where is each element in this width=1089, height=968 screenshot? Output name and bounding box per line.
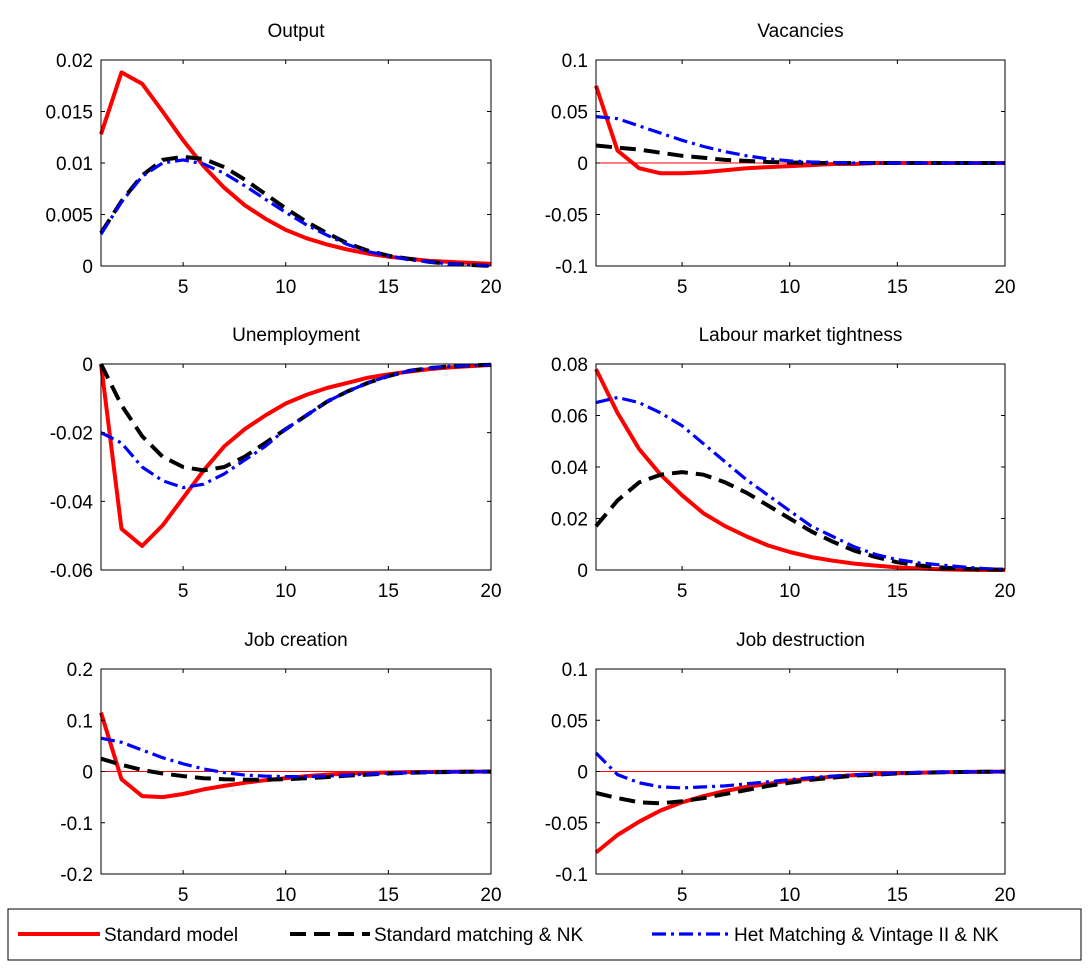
plot-frame — [100, 363, 492, 571]
x-tick-label: 15 — [378, 885, 399, 906]
panel-3: Unemployment 5 10 15 20 -0.06 -0.04 -0.02 0 — [50, 325, 502, 602]
x-tick-label: 20 — [480, 885, 501, 906]
y-tick-label: 0.2 — [67, 660, 93, 681]
panel-title: Job destruction — [736, 630, 865, 651]
x-tick-label: 10 — [779, 581, 800, 602]
series-line-3 — [595, 115, 1005, 165]
y-tick-label: 0.015 — [45, 103, 93, 124]
y-tick-label: 0.08 — [551, 355, 588, 376]
series-line-3 — [594, 751, 1006, 790]
y-tick-label: 0.02 — [551, 510, 588, 531]
y-tick-label: -0.04 — [50, 492, 94, 513]
y-tick-label: 0.1 — [67, 711, 93, 732]
panel-title: Output — [267, 21, 325, 42]
plot-frame — [595, 363, 1006, 571]
y-tick-label: 0 — [577, 154, 588, 175]
series-line-1 — [99, 363, 492, 548]
series-line-2 — [99, 154, 492, 268]
x-tick-label: 15 — [378, 581, 399, 602]
y-tick-label: -0.02 — [50, 424, 93, 445]
series-line-1 — [99, 70, 492, 266]
x-tick-label: 10 — [779, 277, 800, 298]
x-tick-label: 20 — [994, 581, 1015, 602]
x-tick-label: 10 — [275, 277, 296, 298]
y-tick-label: -0.06 — [50, 561, 93, 582]
panel-title: Unemployment — [232, 325, 360, 346]
series-line-3 — [595, 395, 1006, 572]
series-line-3 — [100, 736, 492, 779]
x-tick-label: 20 — [480, 277, 501, 298]
x-tick-label: 5 — [178, 277, 189, 298]
y-tick-label: 0.05 — [551, 103, 588, 124]
series-line-1 — [594, 769, 1006, 855]
x-tick-label: 5 — [178, 885, 189, 906]
y-tick-label: 0.02 — [56, 51, 93, 72]
x-tick-label: 15 — [887, 885, 908, 906]
x-tick-label: 20 — [994, 277, 1015, 298]
y-tick-label: 0 — [82, 763, 93, 784]
x-tick-label: 5 — [677, 277, 688, 298]
y-tick-label: -0.05 — [545, 814, 588, 835]
x-tick-label: 5 — [677, 581, 688, 602]
x-tick-label: 10 — [779, 885, 800, 906]
panel-title: Job creation — [244, 630, 348, 651]
y-tick-label: -0.1 — [60, 814, 93, 835]
legend: Standard model Standard matching & NK Het … — [7, 908, 1082, 961]
x-tick-label: 5 — [178, 581, 189, 602]
y-tick-label: 0.04 — [551, 458, 588, 479]
panel-title: Labour market tightness — [699, 325, 903, 346]
y-tick-label: -0.05 — [545, 206, 588, 227]
x-tick-label: 10 — [275, 885, 296, 906]
y-tick-label: -0.2 — [60, 865, 93, 886]
y-tick-label: 0.01 — [56, 154, 93, 175]
y-tick-label: 0 — [82, 355, 93, 376]
y-tick-label: 0.005 — [45, 206, 93, 227]
series-line-2 — [595, 769, 1006, 806]
x-tick-label: 5 — [677, 885, 688, 906]
panel-1: Output 5 10 15 20 0 0.005 0.01 0.015 0.02 — [45, 21, 501, 298]
series-line-2 — [99, 362, 492, 473]
panel-4: Labour market tightness 5 10 15 20 0 0.02 0.04 0… — [551, 325, 1016, 602]
legend-label-1: Standard model — [104, 925, 238, 946]
panel-title: Vacancies — [757, 21, 843, 42]
y-tick-label: 0.1 — [562, 660, 588, 681]
panel-5: Job creation 5 10 15 20 -0.2 -0.1 0 0.1 0.2 — [60, 630, 501, 906]
y-tick-label: 0 — [577, 561, 588, 582]
x-tick-label: 20 — [994, 885, 1015, 906]
y-tick-label: -0.1 — [555, 865, 588, 886]
legend-label-2: Standard matching & NK — [374, 925, 583, 946]
y-tick-label: 0.05 — [551, 711, 588, 732]
x-tick-label: 15 — [887, 277, 908, 298]
y-tick-label: -0.1 — [555, 257, 588, 278]
x-tick-label: 15 — [378, 277, 399, 298]
legend-box — [7, 908, 1082, 961]
y-tick-label: 0.1 — [562, 51, 588, 72]
panel-2: Vacancies 5 10 15 20 -0.1 -0.05 0 0.05 0.1 — [545, 21, 1016, 298]
series-line-1 — [594, 368, 1005, 572]
y-tick-label: 0.06 — [551, 407, 588, 428]
y-tick-label: 0 — [82, 257, 93, 278]
legend-label-3: Het Matching & Vintage II & NK — [734, 925, 999, 946]
x-tick-label: 15 — [887, 581, 908, 602]
x-tick-label: 20 — [480, 581, 501, 602]
y-tick-label: 0 — [577, 763, 588, 784]
panel-6: Job destruction 5 10 15 20 -0.1 -0.05 0 0.05 0.1 — [545, 630, 1016, 906]
x-tick-label: 10 — [275, 581, 296, 602]
series-line-3 — [99, 158, 492, 268]
series-line-3 — [100, 363, 492, 490]
